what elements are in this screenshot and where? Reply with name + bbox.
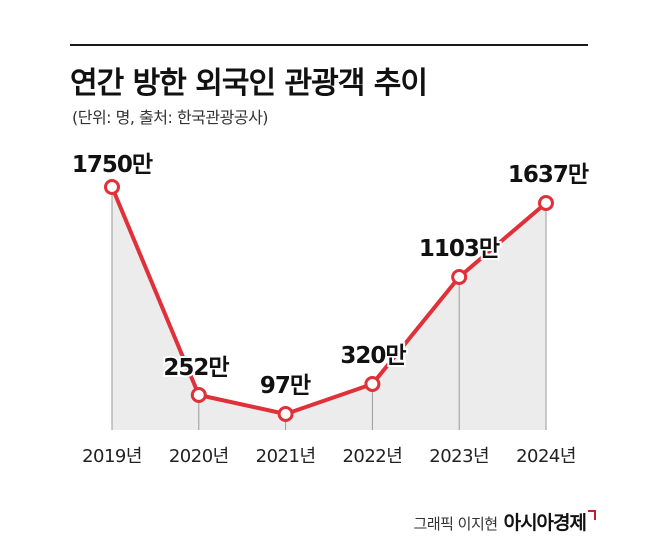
area-layer [112,187,546,430]
data-label: 252만 [163,355,229,381]
data-label: 1750만 [72,152,153,178]
data-point [104,179,120,195]
x-tick-label: 2022년 [342,446,402,467]
points-layer [104,179,554,422]
data-label: 1637만 [508,162,589,188]
x-tick-label: 2020년 [169,446,229,467]
data-point [538,195,554,211]
series-line-layer [110,185,548,416]
chart-title: 연간 방한 외국인 관광객 추이 [70,66,428,101]
data-labels-layer: 1750만 252만 97만 320만 1103만 1637만 [70,150,592,401]
x-tick-label: 2023년 [429,446,489,467]
drop-lines [111,187,547,430]
data-label: 97만 [260,373,311,399]
data-label: 1103만 [419,236,500,262]
data-point [190,387,207,403]
chart-subtitle: (단위: 명, 출처: 한국관광공사) [72,108,269,127]
brand-mark-icon [588,510,596,520]
data-point [277,406,294,422]
data-point [451,269,468,285]
brand-logo: 아시아경제 [504,508,596,535]
data-label: 320만 [340,343,406,369]
x-tick-label: 2024년 [516,446,576,467]
x-tick-label: 2019년 [82,446,142,467]
x-tick-label: 2021년 [256,446,316,467]
x-ticks-layer: 2019년 2020년 2021년 2022년 2023년 2024년 [82,446,576,467]
data-point [364,376,381,392]
brand-name: 아시아경제 [503,512,587,534]
credit: 그래픽 이지현 아시아경제 [414,508,596,535]
series-line [110,185,548,416]
area-fill [112,187,546,430]
top-rule [70,44,588,46]
graphic-credit: 그래픽 이지현 [413,515,499,533]
